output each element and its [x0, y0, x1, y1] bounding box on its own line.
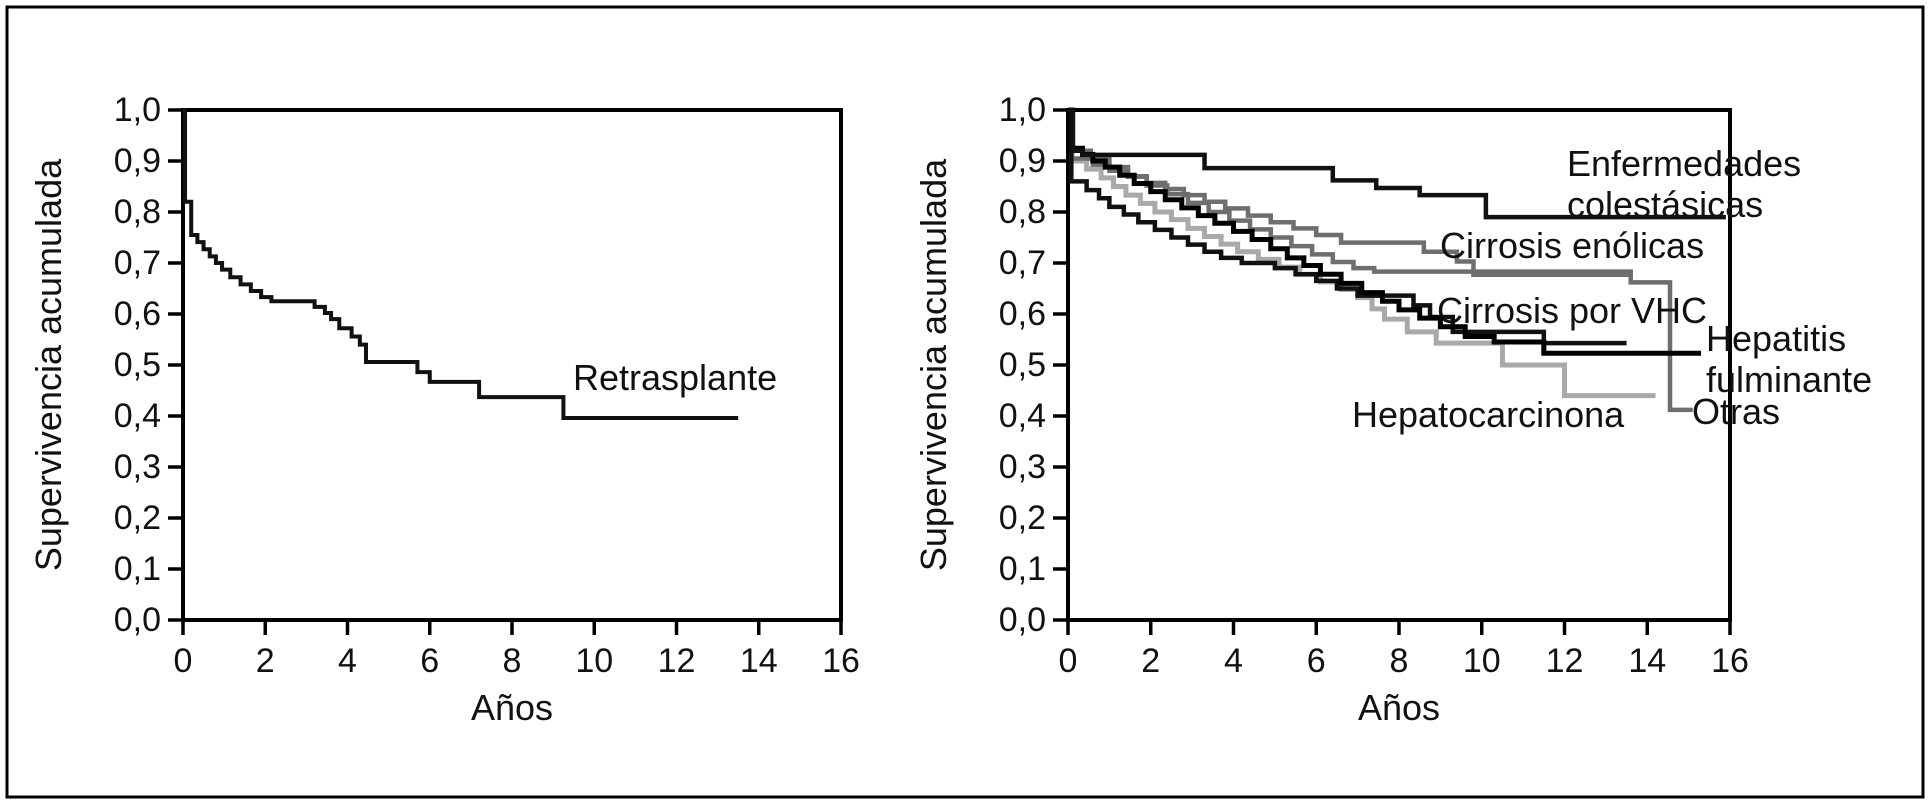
y-tick-label: 0,0 — [114, 601, 161, 639]
y-tick-label: 0,8 — [114, 193, 161, 231]
x-tick-label: 6 — [1307, 642, 1326, 680]
y-tick-label: 0,0 — [999, 601, 1046, 639]
x-tick-label: 12 — [1546, 642, 1584, 680]
right-panel: 0,0 0,1 0,2 0,3 0,4 0,5 0,6 0,7 0,8 0,9 1,0 0 2 4 6 8 10… — [913, 91, 1872, 728]
curve-label-enolicas: Cirrosis enólicas — [1440, 225, 1704, 266]
y-tick-label: 0,1 — [999, 550, 1046, 588]
curve-label-colestasicas: Enfermedades — [1567, 143, 1801, 184]
x-tick-label: 4 — [338, 642, 357, 680]
curve-hepatocarcinona — [1068, 107, 1656, 399]
x-tick-label: 8 — [1390, 642, 1409, 680]
y-tick-label: 0,3 — [999, 448, 1046, 486]
x-tick-label: 6 — [420, 642, 439, 680]
y-tick-label: 1,0 — [114, 91, 161, 129]
y-tick-label: 0,7 — [999, 244, 1046, 282]
x-tick-label: 2 — [256, 642, 275, 680]
x-tick-label: 10 — [1463, 642, 1501, 680]
curve-label-vhc: Cirrosis por VHC — [1437, 290, 1707, 331]
y-tick-label: 0,6 — [999, 295, 1046, 333]
y-tick-label: 0,9 — [999, 142, 1046, 180]
y-tick-label: 0,5 — [114, 346, 161, 384]
curve-colestasicas — [1068, 107, 1726, 220]
y-tick-label: 0,3 — [114, 448, 161, 486]
y-tick-label: 0,4 — [114, 397, 161, 435]
x-tick-label: 12 — [658, 642, 696, 680]
y-tick-label: 0,9 — [114, 142, 161, 180]
y-tick-label: 0,8 — [999, 193, 1046, 231]
y-tick-label: 0,7 — [114, 244, 161, 282]
curve-label-retrasplante: Retrasplante — [573, 357, 777, 398]
x-tick-label: 16 — [1711, 642, 1749, 680]
y-tick-label: 0,4 — [999, 397, 1046, 435]
y-tick-label: 0,5 — [999, 346, 1046, 384]
x-tick-label: 0 — [174, 642, 193, 680]
y-tick-label: 0,2 — [999, 499, 1046, 537]
curve-label-fulminante: fulminante — [1706, 359, 1872, 400]
curve-label-otras: Otras — [1692, 391, 1780, 432]
curve-enolicas — [1068, 107, 1633, 277]
curve-label-fulminante: Hepatitis — [1706, 318, 1846, 359]
x-tick-label: 14 — [1628, 642, 1666, 680]
y-tick-label: 0,6 — [114, 295, 161, 333]
curve-label-hepatocarcinona: Hepatocarcinona — [1352, 394, 1625, 435]
x-axis-title: Años — [1358, 687, 1440, 728]
y-tick-label: 0,1 — [114, 550, 161, 588]
x-tick-label: 8 — [503, 642, 522, 680]
x-tick-label: 0 — [1059, 642, 1078, 680]
x-tick-label: 4 — [1224, 642, 1243, 680]
figure-outer-frame — [5, 5, 1925, 799]
y-tick-label: 0,2 — [114, 499, 161, 537]
x-tick-label: 14 — [740, 642, 778, 680]
y-axis-title: Supervivencia acumulada — [28, 158, 69, 571]
y-tick-label: 1,0 — [999, 91, 1046, 129]
curve-label-colestasicas: colestásicas — [1567, 184, 1763, 225]
x-tick-label: 10 — [575, 642, 613, 680]
y-axis-title: Supervivencia acumulada — [913, 158, 954, 571]
curve-vhc — [1068, 107, 1627, 346]
x-tick-label: 2 — [1141, 642, 1160, 680]
x-tick-label: 16 — [822, 642, 860, 680]
curve-fulminante — [1068, 107, 1702, 356]
left-panel: 0,0 0,1 0,2 0,3 0,4 0,5 0,6 0,7 0,8 0,9 1,0 0 2 4 6 8 10… — [28, 91, 860, 728]
curve-retrasplante — [183, 108, 739, 421]
x-axis-title: Años — [471, 687, 553, 728]
